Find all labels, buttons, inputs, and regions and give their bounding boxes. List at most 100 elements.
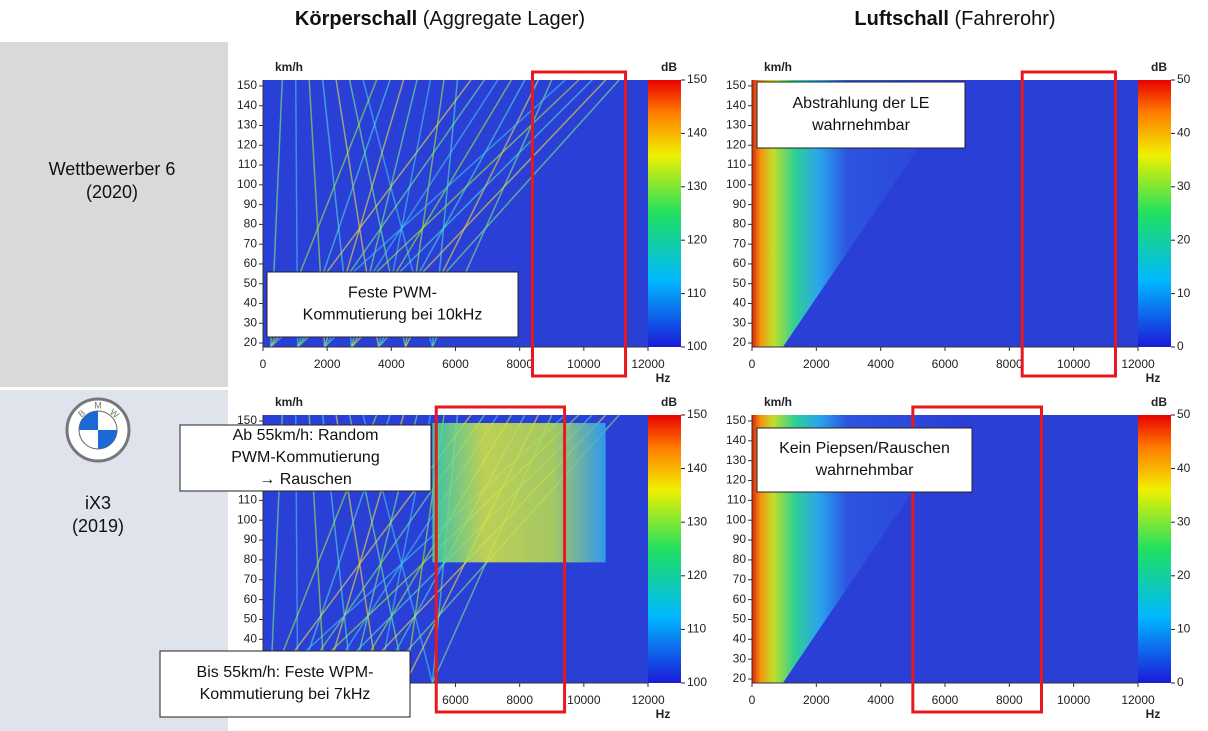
x-unit: Hz [656,371,671,385]
y-tick-label: 150 [726,413,746,427]
y-tick-label: 140 [237,98,257,112]
x-tick-label: 0 [749,693,756,707]
colorbar-tick-label: 10 [1177,286,1191,300]
colorbar [1138,80,1171,347]
x-tick-label: 6000 [442,357,469,371]
y-tick-label: 50 [244,276,258,290]
y-tick-label: 120 [237,137,257,151]
colorbar-tick-label: 0 [1177,339,1184,353]
row-label: iX3 [85,493,111,513]
colorbar-tick-label: 50 [1177,72,1191,86]
column-header: Luftschall (Fahrerohr) [854,8,1055,30]
colorbar-tick-label: 110 [687,622,706,636]
annotation-box [757,428,972,492]
y-tick-label: 40 [733,631,747,645]
header-rest: (Aggregate Lager) [423,8,585,30]
x-tick-label: 10000 [567,357,601,371]
annotation-text: Kommutierung bei 7kHz [200,686,371,703]
x-tick-label: 8000 [506,693,533,707]
y-tick-label: 50 [244,612,258,626]
y-tick-label: 150 [726,78,746,92]
x-tick-label: 6000 [932,357,959,371]
y-tick-label: 80 [733,217,747,231]
y-tick-label: 120 [726,137,746,151]
slide: Körperschall (Aggregate Lager) Luftschal… [0,0,1208,731]
colorbar-tick-label: 140 [687,461,707,475]
annotation-text: Ab 55km/h: Random [233,427,379,444]
y-tick-label: 80 [244,217,258,231]
column-header: Körperschall (Aggregate Lager) [295,8,585,30]
colorbar-tick-label: 130 [687,179,707,193]
x-tick-label: 12000 [631,693,665,707]
y-unit: km/h [764,60,792,74]
x-tick-label: 4000 [378,357,405,371]
y-tick-label: 80 [733,552,747,566]
x-tick-label: 4000 [867,693,894,707]
y-tick-label: 20 [244,335,258,349]
annotation-text: Kommutierung bei 10kHz [303,307,483,324]
colorbar-unit: dB [1151,60,1167,74]
y-tick-label: 90 [733,197,747,211]
colorbar-tick-label: 30 [1177,514,1191,528]
y-tick-label: 60 [244,592,258,606]
y-tick-label: 30 [733,315,747,329]
y-tick-label: 60 [733,256,747,270]
x-tick-label: 8000 [996,693,1023,707]
colorbar-tick-label: 150 [687,72,707,86]
y-tick-label: 110 [238,157,257,171]
x-unit: Hz [656,707,671,721]
y-tick-label: 140 [726,98,746,112]
spectrogram-noise [432,423,605,562]
colorbar-unit: dB [661,395,677,409]
colorbar-tick-label: 40 [1177,126,1191,140]
y-tick-label: 120 [726,473,746,487]
y-tick-label: 40 [244,631,258,645]
annotation-text: Bis 55km/h: Feste WPM- [197,664,374,681]
x-tick-label: 12000 [631,357,665,371]
y-tick-label: 40 [733,296,747,310]
colorbar-tick-label: 110 [687,286,706,300]
y-tick-label: 80 [244,552,258,566]
y-unit: km/h [764,395,792,409]
x-tick-label: 8000 [996,357,1023,371]
annotation-box [757,82,965,148]
annotation-text: wahrnehmbar [815,462,915,479]
y-tick-label: 50 [733,276,747,290]
x-tick-label: 4000 [867,357,894,371]
row-label-bg [0,42,228,387]
x-tick-label: 10000 [1057,357,1091,371]
colorbar-tick-label: 150 [687,407,707,421]
y-tick-label: 70 [733,236,747,250]
y-tick-label: 70 [244,572,258,586]
colorbar-tick-label: 50 [1177,407,1191,421]
bmw-logo: B M W [67,399,129,461]
x-tick-label: 2000 [314,357,341,371]
y-tick-label: 110 [238,493,257,507]
y-tick-label: 100 [726,512,746,526]
header-bold: Körperschall [295,8,417,30]
y-tick-label: 90 [733,532,747,546]
colorbar-tick-label: 100 [687,339,707,353]
logo-letter: M [94,400,102,410]
colorbar-tick-label: 40 [1177,461,1191,475]
x-tick-label: 12000 [1121,357,1155,371]
y-tick-label: 90 [244,197,258,211]
y-tick-label: 130 [726,118,746,132]
annotation-text: PWM-Kommutierung [231,449,379,466]
y-tick-label: 150 [237,78,257,92]
row-label: (2020) [86,182,138,202]
y-unit: km/h [275,395,303,409]
x-unit: Hz [1146,707,1161,721]
x-tick-label: 2000 [803,693,830,707]
annotation-text: Abstrahlung der LE [793,95,930,112]
colorbar [648,80,681,347]
row-label: Wettbewerber 6 [49,159,176,179]
x-tick-label: 12000 [1121,693,1155,707]
y-unit: km/h [275,60,303,74]
colorbar [1138,415,1171,683]
y-tick-label: 70 [733,572,747,586]
annotation-box [267,272,518,337]
annotation-text: wahrnehmbar [811,117,911,134]
row-label: (2019) [72,516,124,536]
colorbar-tick-label: 100 [687,675,707,689]
